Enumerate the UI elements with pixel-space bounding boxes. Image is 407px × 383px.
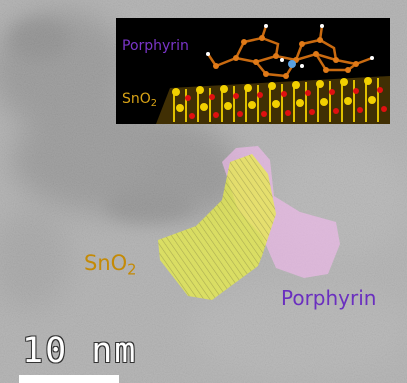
inset-sno2-text: SnO — [122, 91, 151, 107]
molecular-model-illustration — [116, 18, 390, 124]
inset-porphyrin-label: Porphyrin — [122, 38, 189, 54]
scale-bar — [19, 375, 119, 383]
sno2-slab-model — [156, 76, 390, 124]
inset-sno2-label: SnO2 — [122, 91, 157, 109]
porphyrin-atoms — [206, 24, 374, 79]
porphyrin-annotation: Porphyrin — [281, 286, 377, 310]
sno2-annotation-text: SnO — [84, 251, 128, 275]
inset-sno2-subscript: 2 — [150, 97, 158, 109]
molecular-model-inset — [116, 18, 390, 124]
sno2-annotation: SnO2 — [84, 251, 137, 278]
sno2-annotation-subscript: 2 — [127, 261, 137, 279]
scale-bar-label: 10 nm — [22, 331, 138, 371]
